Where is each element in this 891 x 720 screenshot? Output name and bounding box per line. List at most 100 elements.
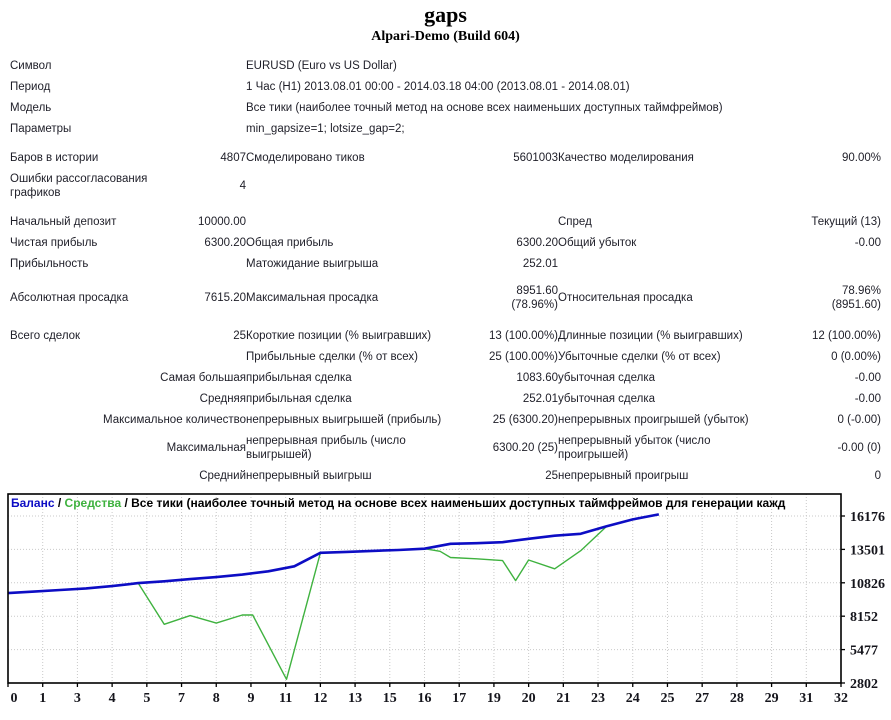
avg-cons-win-value: 25 bbox=[545, 470, 558, 482]
params-value: min_gapsize=1; lotsize_gap=2; bbox=[246, 123, 405, 135]
svg-text:2802: 2802 bbox=[850, 677, 878, 692]
chart-legend: Баланс / Средства / Все тики (наиболее т… bbox=[11, 496, 837, 510]
report-title: gaps bbox=[424, 2, 467, 27]
cons-loss-value: -0.00 (0) bbox=[837, 442, 881, 454]
net-profit-label: Чистая прибыль bbox=[10, 237, 98, 249]
legend-equity: Средства bbox=[64, 496, 122, 510]
spread-label: Спред bbox=[558, 216, 592, 228]
empty-cell bbox=[246, 169, 881, 204]
avg-profit-trade-label: прибыльная сделка bbox=[246, 393, 352, 405]
avg-loss-trade-label: убыточная сделка bbox=[558, 393, 656, 405]
long-positions-value: 12 (100.00%) bbox=[811, 330, 881, 342]
model-label: Модель bbox=[10, 102, 52, 114]
empty-cell bbox=[558, 254, 881, 275]
empty-cell bbox=[150, 98, 246, 119]
svg-text:9: 9 bbox=[247, 691, 254, 706]
symbol-value: EURUSD (Euro vs US Dollar) bbox=[246, 60, 397, 72]
profit-factor-value bbox=[150, 254, 246, 275]
deposit-value: 10000.00 bbox=[198, 216, 246, 228]
svg-text:8: 8 bbox=[213, 691, 220, 706]
max-dd-value: 8951.60 (78.96%) bbox=[511, 285, 558, 311]
cons-profit-value: 6300.20 (25) bbox=[492, 442, 558, 454]
max-count-label: Максимальное количество bbox=[103, 414, 246, 426]
empty-cell bbox=[150, 119, 246, 140]
symbol-label: Символ bbox=[10, 60, 52, 72]
profit-trades-label: Прибыльные сделки (% от всех) bbox=[246, 351, 418, 363]
cons-profit-label: непрерывная прибыль (число выигрышей) bbox=[246, 435, 406, 461]
server-build: Alpari-Demo (Build 604) bbox=[371, 29, 520, 44]
empty-cell bbox=[10, 347, 246, 368]
svg-text:23: 23 bbox=[591, 691, 605, 706]
report-header: gaps Alpari-Demo (Build 604) bbox=[0, 0, 891, 45]
svg-text:31: 31 bbox=[799, 691, 813, 706]
maximal-label: Максимальная bbox=[166, 442, 246, 454]
quality-label: Качество моделирования bbox=[558, 152, 694, 164]
legend-separator: / bbox=[121, 496, 132, 510]
svg-text:17: 17 bbox=[452, 691, 466, 706]
period-value: 1 Час (H1) 2013.08.01 00:00 - 2014.03.18… bbox=[246, 81, 630, 93]
empty-cell bbox=[150, 56, 246, 77]
chart-canvas: 16176 13501 10826 8152 5477 2802 0 1 3 4 5 7 8 9 11 12 1… bbox=[0, 490, 891, 715]
avg-cons-loss-label: непрерывный проигрыш bbox=[558, 470, 689, 482]
legend-model-note: Все тики (наиболее точный метод на основ… bbox=[131, 496, 786, 510]
avg-cons-win-label: непрерывный выигрыш bbox=[246, 470, 372, 482]
svg-text:1: 1 bbox=[39, 691, 46, 706]
profit-trades-value: 25 (100.00%) bbox=[488, 351, 558, 363]
mismatch-label: Ошибки рассогласования графиков bbox=[10, 173, 148, 199]
svg-text:16: 16 bbox=[418, 691, 432, 706]
mismatch-value: 4 bbox=[239, 180, 246, 192]
period-label: Период bbox=[10, 81, 51, 93]
cons-wins-label: непрерывных выигрышей (прибыль) bbox=[246, 414, 442, 426]
ticks-value: 5601003 bbox=[513, 152, 558, 164]
spacer bbox=[10, 316, 881, 326]
spread-value: Текущий (13) bbox=[811, 216, 881, 228]
abs-dd-value: 7615.20 bbox=[204, 292, 246, 304]
ticks-label: Смоделировано тиков bbox=[246, 152, 365, 164]
abs-dd-label: Абсолютная просадка bbox=[10, 292, 129, 304]
avg-loss-trade-value: -0.00 bbox=[854, 393, 881, 405]
cons-loss-label: непрерывный убыток (число проигрышей) bbox=[558, 435, 711, 461]
svg-text:5477: 5477 bbox=[850, 644, 878, 659]
avg-cons-loss-value: 0 bbox=[874, 470, 881, 482]
svg-text:29: 29 bbox=[765, 691, 779, 706]
svg-text:8152: 8152 bbox=[850, 610, 878, 625]
largest-label: Самая большая bbox=[160, 372, 246, 384]
cons-losses-value: 0 (-0.00) bbox=[837, 414, 881, 426]
gross-profit-value: 6300.20 bbox=[516, 237, 558, 249]
svg-text:21: 21 bbox=[556, 691, 570, 706]
total-trades-value: 25 bbox=[233, 330, 246, 342]
max-dd-label: Максимальная просадка bbox=[246, 292, 379, 304]
spacer bbox=[10, 204, 881, 212]
svg-text:24: 24 bbox=[626, 691, 640, 706]
expected-payoff-value: 252.01 bbox=[522, 258, 558, 270]
loss-trades-label: Убыточные сделки (% от всех) bbox=[558, 351, 721, 363]
largest-loss-trade-label: убыточная сделка bbox=[558, 372, 656, 384]
svg-text:3: 3 bbox=[74, 691, 81, 706]
svg-text:32: 32 bbox=[834, 691, 848, 706]
bars-label: Баров в истории bbox=[10, 152, 99, 164]
avg-profit-trade-value: 252.01 bbox=[522, 393, 558, 405]
svg-text:28: 28 bbox=[730, 691, 744, 706]
legend-separator: / bbox=[54, 496, 65, 510]
gross-loss-label: Общий убыток bbox=[558, 237, 637, 249]
svg-text:7: 7 bbox=[178, 691, 185, 706]
svg-text:13: 13 bbox=[348, 691, 362, 706]
rel-dd-value: 78.96% (8951.60) bbox=[831, 285, 881, 311]
empty-cell bbox=[150, 77, 246, 98]
model-value: Все тики (наиболее точный метод на основ… bbox=[246, 102, 723, 114]
svg-text:27: 27 bbox=[695, 691, 709, 706]
balance-equity-chart: 16176 13501 10826 8152 5477 2802 0 1 3 4 5 7 8 9 11 12 1… bbox=[0, 490, 891, 715]
params-label: Параметры bbox=[10, 123, 72, 135]
svg-text:16176: 16176 bbox=[850, 510, 885, 525]
svg-text:13501: 13501 bbox=[850, 543, 885, 558]
svg-text:12: 12 bbox=[313, 691, 327, 706]
loss-trades-value: 0 (0.00%) bbox=[831, 351, 881, 363]
gross-profit-label: Общая прибыль bbox=[246, 237, 334, 249]
legend-balance: Баланс bbox=[11, 496, 55, 510]
cons-losses-label: непрерывных проигрышей (убыток) bbox=[558, 414, 749, 426]
quality-value: 90.00% bbox=[841, 152, 881, 164]
short-positions-label: Короткие позиции (% выигравших) bbox=[246, 330, 432, 342]
net-profit-value: 6300.20 bbox=[204, 237, 246, 249]
svg-text:10826: 10826 bbox=[850, 577, 885, 592]
svg-text:25: 25 bbox=[660, 691, 674, 706]
